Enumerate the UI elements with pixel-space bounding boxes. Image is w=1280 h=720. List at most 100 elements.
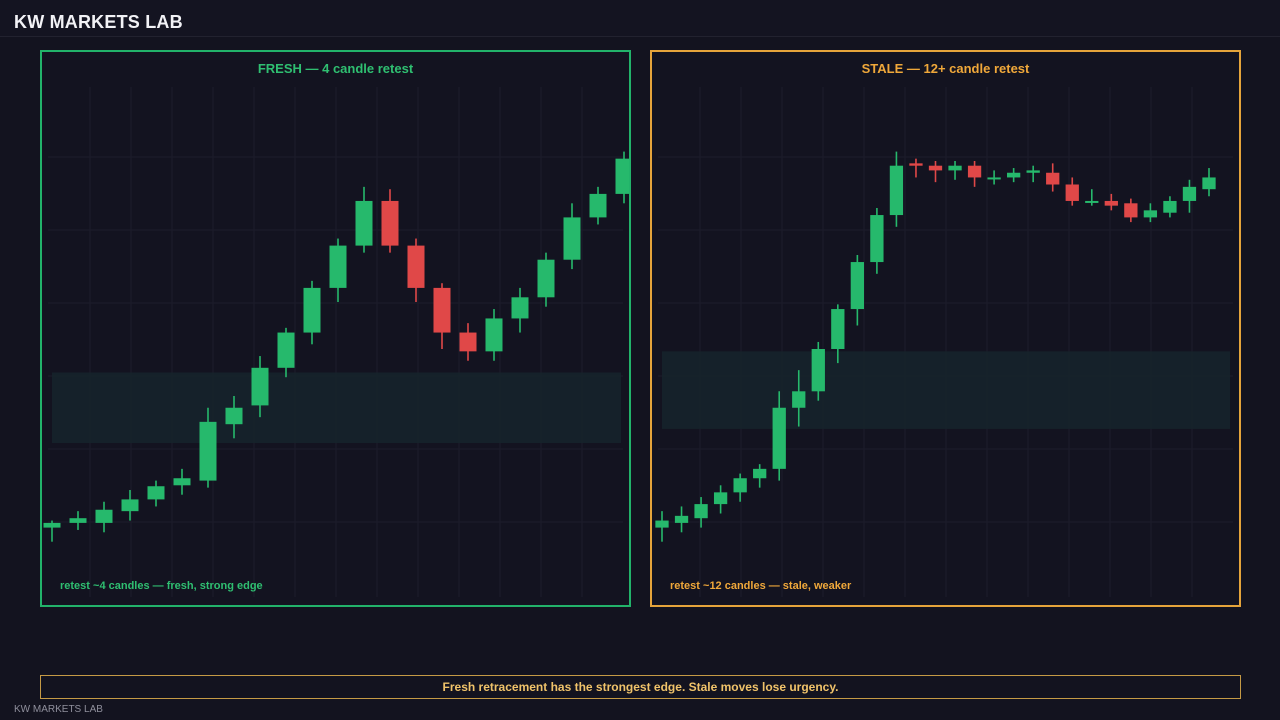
candle-up bbox=[713, 485, 728, 514]
candle-body bbox=[792, 391, 806, 408]
candle-up bbox=[850, 255, 864, 326]
candle-up bbox=[251, 356, 269, 418]
candle-body bbox=[1085, 200, 1099, 203]
candle-up bbox=[1202, 168, 1216, 197]
candle-body bbox=[987, 177, 1001, 180]
summary-banner: Fresh retracement has the strongest edge… bbox=[40, 675, 1241, 699]
candle-up bbox=[329, 238, 347, 302]
candle-body bbox=[1163, 200, 1177, 213]
candle-body bbox=[831, 309, 845, 349]
candle-body bbox=[95, 509, 113, 523]
stale-candlestick-chart bbox=[655, 87, 1233, 597]
candle-up bbox=[870, 208, 884, 274]
candle-down bbox=[1104, 193, 1118, 211]
candle-up bbox=[1143, 203, 1158, 223]
candle-up bbox=[121, 490, 139, 521]
candle-down bbox=[909, 158, 923, 178]
candle-up bbox=[199, 407, 217, 488]
retest-zone bbox=[662, 351, 1230, 429]
candle-body bbox=[43, 522, 61, 528]
candle-up bbox=[43, 520, 61, 542]
candle-down bbox=[967, 161, 982, 187]
candle-body bbox=[713, 492, 728, 505]
candle-up bbox=[173, 468, 191, 495]
fresh-panel: FRESH — 4 candle retest retest ~4 candle… bbox=[40, 50, 631, 607]
candle-up bbox=[1026, 165, 1040, 183]
candle-body bbox=[1104, 200, 1118, 206]
candle-up bbox=[694, 497, 708, 528]
candle-body bbox=[199, 421, 217, 481]
candle-up bbox=[615, 151, 629, 204]
candle-up bbox=[563, 203, 581, 270]
candle-body bbox=[967, 165, 982, 178]
footer-brand: KW MARKETS LAB bbox=[14, 704, 103, 715]
candle-up bbox=[147, 480, 165, 507]
retest-zone bbox=[52, 372, 621, 443]
candle-body bbox=[329, 245, 347, 288]
brand-title: KW MARKETS LAB bbox=[14, 12, 183, 32]
candle-body bbox=[589, 193, 607, 218]
candle-body bbox=[121, 499, 139, 512]
candle-body bbox=[909, 163, 923, 166]
candle-down bbox=[1065, 177, 1079, 206]
candle-up bbox=[792, 370, 806, 427]
candle-body bbox=[485, 318, 503, 352]
candle-up bbox=[674, 506, 689, 533]
candle-up bbox=[811, 341, 825, 401]
candle-body bbox=[69, 518, 87, 523]
candle-body bbox=[303, 287, 321, 333]
grid bbox=[48, 87, 623, 597]
candle-up bbox=[511, 287, 529, 333]
candle-up bbox=[1085, 189, 1099, 206]
candle-body bbox=[1202, 177, 1216, 190]
candle-body bbox=[1065, 184, 1079, 201]
fresh-panel-title: FRESH — 4 candle retest bbox=[257, 61, 414, 76]
candle-body bbox=[733, 478, 747, 493]
fresh-panel-note: retest ~4 candles — fresh, strong edge bbox=[60, 580, 263, 592]
fresh-candlestick-chart bbox=[43, 87, 629, 597]
candle-body bbox=[928, 165, 943, 171]
candle-down bbox=[459, 323, 477, 361]
candle-up bbox=[225, 396, 243, 439]
stale-panel-note: retest ~12 candles — stale, weaker bbox=[670, 580, 852, 592]
candle-down bbox=[1124, 198, 1138, 223]
candle-body bbox=[850, 262, 864, 310]
candle-body bbox=[674, 515, 689, 523]
candle-up bbox=[733, 473, 747, 502]
candle-up bbox=[655, 511, 669, 542]
candle-body bbox=[694, 504, 708, 519]
candle-up bbox=[303, 280, 321, 345]
candle-up bbox=[1163, 196, 1177, 218]
candle-body bbox=[459, 332, 477, 352]
candle-body bbox=[433, 287, 451, 333]
candle-down bbox=[433, 283, 451, 349]
candle-up bbox=[355, 186, 373, 253]
candle-body bbox=[1007, 172, 1021, 178]
candle-down bbox=[381, 189, 399, 253]
candle-body bbox=[355, 200, 373, 246]
candle-body bbox=[407, 245, 425, 288]
stale-panel-title: STALE — 12+ candle retest bbox=[861, 61, 1030, 76]
candle-body bbox=[1026, 170, 1040, 173]
stale-panel: STALE — 12+ candle retest retest ~12 can… bbox=[650, 50, 1241, 607]
candle-up bbox=[772, 391, 786, 481]
top-bar: KW MARKETS LAB bbox=[0, 0, 1280, 37]
candle-up bbox=[537, 252, 555, 307]
candle-up bbox=[1182, 179, 1197, 213]
candle-up bbox=[948, 161, 962, 180]
candle-body bbox=[772, 407, 786, 469]
candle-up bbox=[95, 501, 113, 533]
candle-up bbox=[1007, 168, 1021, 183]
candle-body bbox=[147, 486, 165, 500]
candle-down bbox=[407, 238, 425, 302]
candle-body bbox=[537, 259, 555, 298]
candle-body bbox=[225, 407, 243, 425]
candle-body bbox=[1182, 186, 1197, 201]
candle-up bbox=[831, 304, 845, 364]
candle-body bbox=[251, 367, 269, 406]
candle-body bbox=[1124, 203, 1138, 218]
candle-body bbox=[1143, 210, 1158, 218]
candle-body bbox=[811, 349, 825, 392]
candle-up bbox=[589, 186, 607, 225]
candle-down bbox=[1046, 163, 1060, 192]
